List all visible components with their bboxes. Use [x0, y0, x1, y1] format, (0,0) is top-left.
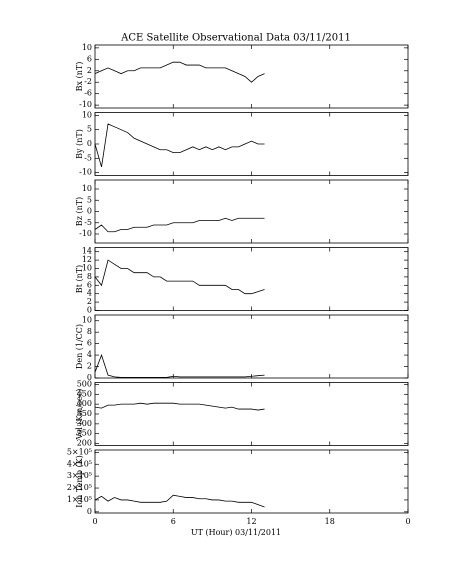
y-tick-label: 2: [87, 66, 92, 75]
y-tick-label: -10: [79, 229, 92, 238]
chart-title: ACE Satellite Observational Data 03/11/2…: [120, 33, 351, 44]
y-tick-label: 250: [77, 429, 92, 438]
data-line: [94, 61, 265, 83]
data-line: [94, 259, 265, 295]
y-tick-label: 0: [87, 507, 92, 516]
y-tick-label: -10: [79, 168, 92, 177]
y-tick-label: -5: [84, 153, 92, 162]
y-tick-label: 350: [77, 409, 92, 418]
y-tick-label: 6: [87, 280, 92, 289]
y-tick-label: 2: [87, 362, 92, 371]
data-line: [94, 402, 265, 411]
y-tick-label: 10: [82, 184, 92, 193]
y-tick-label: 0: [87, 207, 92, 216]
y-tick-label: 5×10⁵: [67, 447, 92, 456]
y-tick-label: 4: [87, 350, 92, 359]
y-tick-label: -10: [79, 100, 92, 109]
y-tick-label: 1×10⁵: [67, 495, 92, 504]
y-tick-label: 8: [87, 272, 92, 281]
y-tick-label: 5: [87, 125, 92, 134]
y-tick-label: 10: [82, 316, 92, 325]
x-tick-label: 0: [92, 517, 97, 526]
y-axis-label: By (nT): [75, 129, 84, 159]
y-tick-label: 10: [82, 110, 92, 119]
data-line: [94, 123, 265, 168]
y-tick-label: 3×10⁵: [67, 471, 92, 480]
data-line: [94, 217, 265, 233]
y-axis-label: Bz (nT): [75, 197, 84, 226]
y-tick-label: 0: [87, 373, 92, 382]
y-tick-label: 5: [87, 195, 92, 204]
y-tick-label: 400: [77, 399, 92, 408]
y-tick-label: 4: [87, 289, 92, 298]
x-tick-label: 6: [171, 517, 176, 526]
y-tick-label: -2: [84, 77, 92, 86]
y-tick-label: -6: [84, 89, 92, 98]
y-tick-label: 14: [82, 247, 92, 256]
y-axis-label: Bt (nT): [75, 265, 84, 293]
y-axis-label: Ion Temp (K): [75, 455, 84, 508]
y-tick-label: 4×10⁵: [67, 459, 92, 468]
x-axis-label: UT (Hour) 03/11/2011: [191, 528, 281, 537]
y-tick-label: 6: [87, 339, 92, 348]
y-tick-label: 2×10⁵: [67, 483, 92, 492]
y-tick-label: 6: [87, 54, 92, 63]
y-axis-label: Vel (Km/sec): [75, 389, 84, 441]
y-tick-label: 8: [87, 327, 92, 336]
y-tick-label: 0: [87, 139, 92, 148]
data-line: [94, 494, 265, 508]
data-line: [94, 353, 265, 378]
y-tick-label: 0: [87, 306, 92, 315]
x-tick-label: 18: [325, 517, 335, 526]
y-tick-label: 500: [77, 379, 92, 388]
y-tick-label: 10: [82, 43, 92, 52]
y-tick-label: 450: [77, 389, 92, 398]
x-tick-label: 12: [246, 517, 256, 526]
x-tick-label: 0: [405, 517, 410, 526]
y-tick-label: 200: [77, 439, 92, 448]
y-axis-label: Den (1/CC): [75, 324, 84, 369]
y-tick-label: 12: [82, 255, 92, 264]
y-tick-label: 300: [77, 419, 92, 428]
y-tick-label: 10: [82, 264, 92, 273]
y-tick-label: 2: [87, 297, 92, 306]
y-tick-label: -5: [84, 218, 92, 227]
y-axis-label: Bx (nT): [75, 62, 84, 92]
